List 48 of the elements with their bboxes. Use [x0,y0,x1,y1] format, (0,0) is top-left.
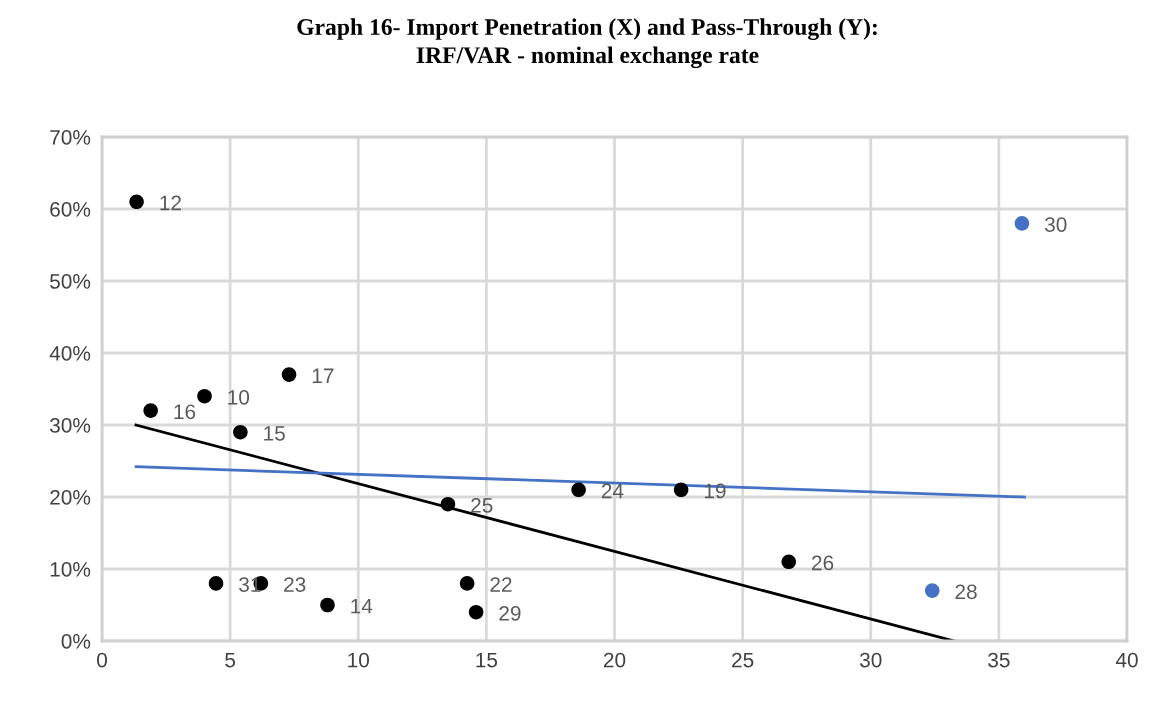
x-tick-label: 0 [97,652,107,668]
x-tick-label: 10 [348,652,370,668]
x-tick-label: 40 [1115,652,1138,668]
point [571,482,586,498]
point [781,554,797,570]
annotation: 19 [704,483,726,499]
x-tick-label: 5 [225,652,236,668]
annotation: 26 [812,555,834,571]
x-tick-label: 15 [476,652,498,668]
annotation: 17 [312,368,334,383]
point [440,496,456,512]
y-tick-label: 0% [61,634,91,649]
point [320,597,335,613]
point [459,576,475,591]
annotation: 16 [174,404,196,420]
annotation: 30 [1044,217,1067,232]
point [924,583,940,598]
y-tick-label: 30% [49,418,91,433]
annotation: 29 [499,605,521,621]
annotation: 24 [601,483,624,499]
point [208,576,224,591]
annotation: 14 [351,599,373,614]
y-tick-label: 40% [49,346,91,361]
annotation: 22 [490,577,512,592]
x-tick-label: 25 [732,652,754,668]
chart-title: Graph 16- Import Penetration (X) and Pass-Through (Y): IRF/VAR - nominal exchange rate [297,18,877,69]
point [281,367,297,382]
x-tick-label: 30 [859,652,882,668]
annotation: 23 [284,577,306,592]
y-tick-label: 50% [50,274,91,289]
y-tick-label: 10% [50,562,91,577]
annotation: 12 [160,195,181,211]
x-tick-label: 35 [988,652,1010,668]
annotation: 28 [955,584,977,600]
point [1014,216,1030,231]
point [468,604,484,620]
point [143,403,158,418]
annotation: 15 [264,426,285,441]
annotation: 25 [471,497,493,513]
point [233,424,248,440]
y-tick-label: 60% [50,202,91,217]
point [673,482,689,498]
y-tick-label: 70% [50,130,91,145]
annotation: 10 [228,389,250,405]
point [129,194,144,210]
x-tick-label: 20 [603,652,626,668]
point [197,388,212,404]
y-tick-label: 20% [50,490,91,505]
